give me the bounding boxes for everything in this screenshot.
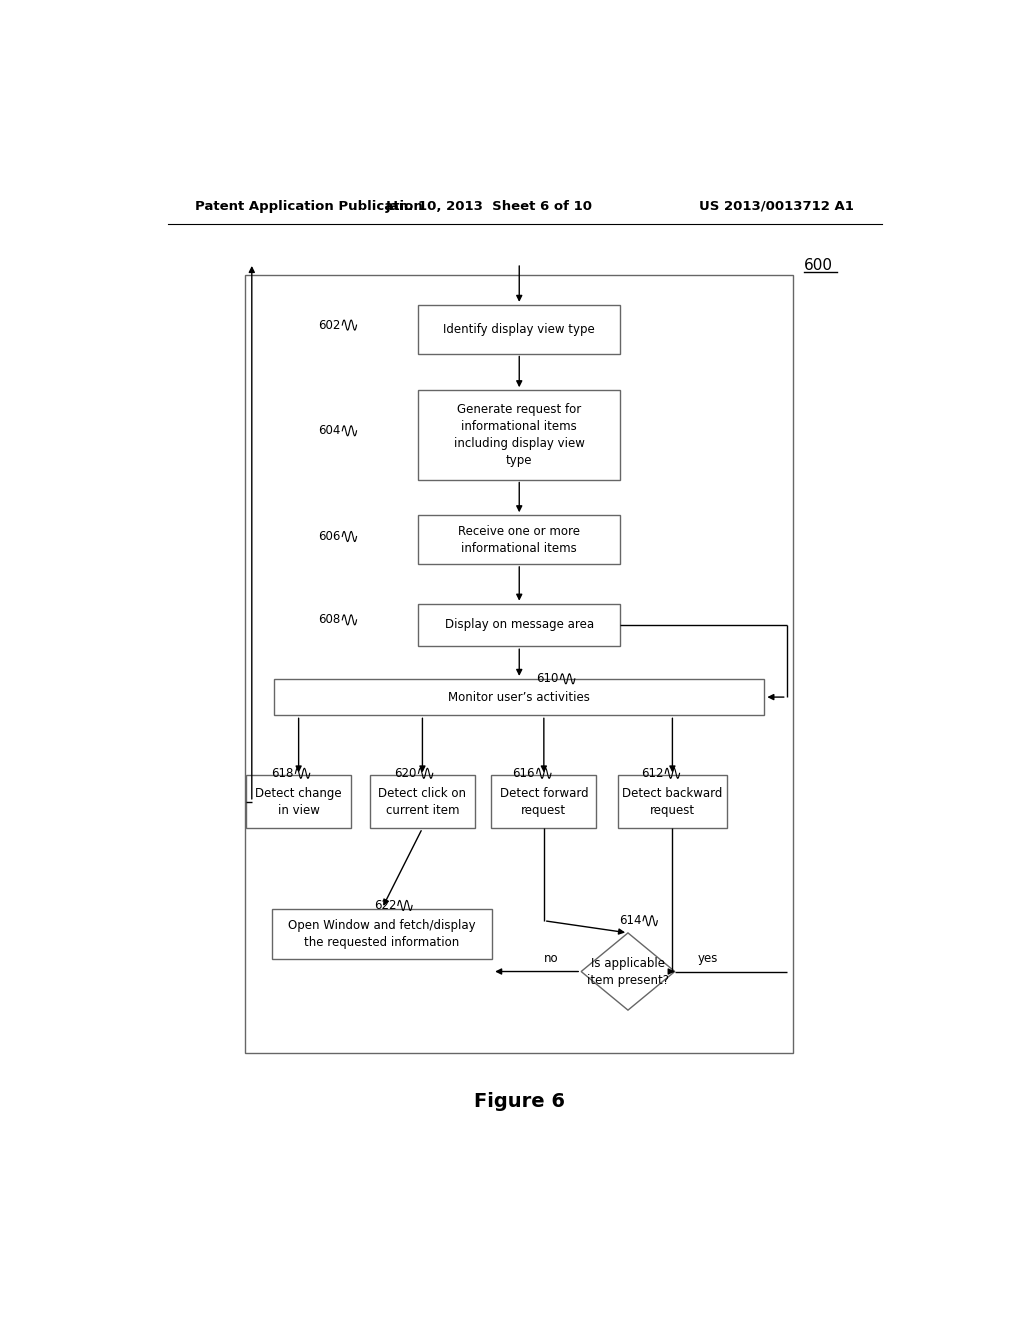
Text: Is applicable
item present?: Is applicable item present?: [587, 957, 669, 986]
FancyBboxPatch shape: [492, 775, 596, 828]
FancyBboxPatch shape: [370, 775, 475, 828]
Text: Detect change
in view: Detect change in view: [255, 787, 342, 817]
Text: 614: 614: [618, 915, 641, 927]
Text: Open Window and fetch/display
the requested information: Open Window and fetch/display the reques…: [288, 919, 476, 949]
Text: Display on message area: Display on message area: [444, 619, 594, 631]
FancyBboxPatch shape: [246, 775, 351, 828]
Text: no: no: [544, 952, 558, 965]
Polygon shape: [582, 933, 675, 1010]
FancyBboxPatch shape: [418, 515, 621, 564]
Text: 600: 600: [804, 257, 834, 273]
Text: Patent Application Publication: Patent Application Publication: [196, 199, 423, 213]
Text: Jan. 10, 2013  Sheet 6 of 10: Jan. 10, 2013 Sheet 6 of 10: [386, 199, 593, 213]
Text: 616: 616: [513, 767, 536, 780]
Text: yes: yes: [698, 952, 718, 965]
Text: 622: 622: [374, 899, 396, 912]
FancyBboxPatch shape: [271, 908, 493, 960]
FancyBboxPatch shape: [418, 603, 621, 647]
Text: Figure 6: Figure 6: [474, 1092, 565, 1111]
FancyBboxPatch shape: [418, 305, 621, 354]
Text: 612: 612: [641, 767, 664, 780]
Text: 610: 610: [537, 672, 559, 685]
Text: 602: 602: [318, 318, 341, 331]
Text: Identify display view type: Identify display view type: [443, 322, 595, 335]
FancyBboxPatch shape: [418, 391, 621, 479]
Text: 604: 604: [318, 424, 341, 437]
Text: 618: 618: [271, 767, 294, 780]
Text: Detect click on
current item: Detect click on current item: [379, 787, 466, 817]
Text: 608: 608: [318, 614, 341, 627]
Text: Generate request for
informational items
including display view
type: Generate request for informational items…: [454, 403, 585, 467]
Text: 620: 620: [394, 767, 417, 780]
Text: 606: 606: [318, 531, 341, 543]
Text: US 2013/0013712 A1: US 2013/0013712 A1: [699, 199, 854, 213]
Text: Monitor user’s activities: Monitor user’s activities: [449, 690, 590, 704]
Text: Detect backward
request: Detect backward request: [623, 787, 723, 817]
FancyBboxPatch shape: [274, 678, 765, 715]
Text: Detect forward
request: Detect forward request: [500, 787, 588, 817]
Text: Receive one or more
informational items: Receive one or more informational items: [459, 524, 581, 554]
FancyBboxPatch shape: [617, 775, 727, 828]
